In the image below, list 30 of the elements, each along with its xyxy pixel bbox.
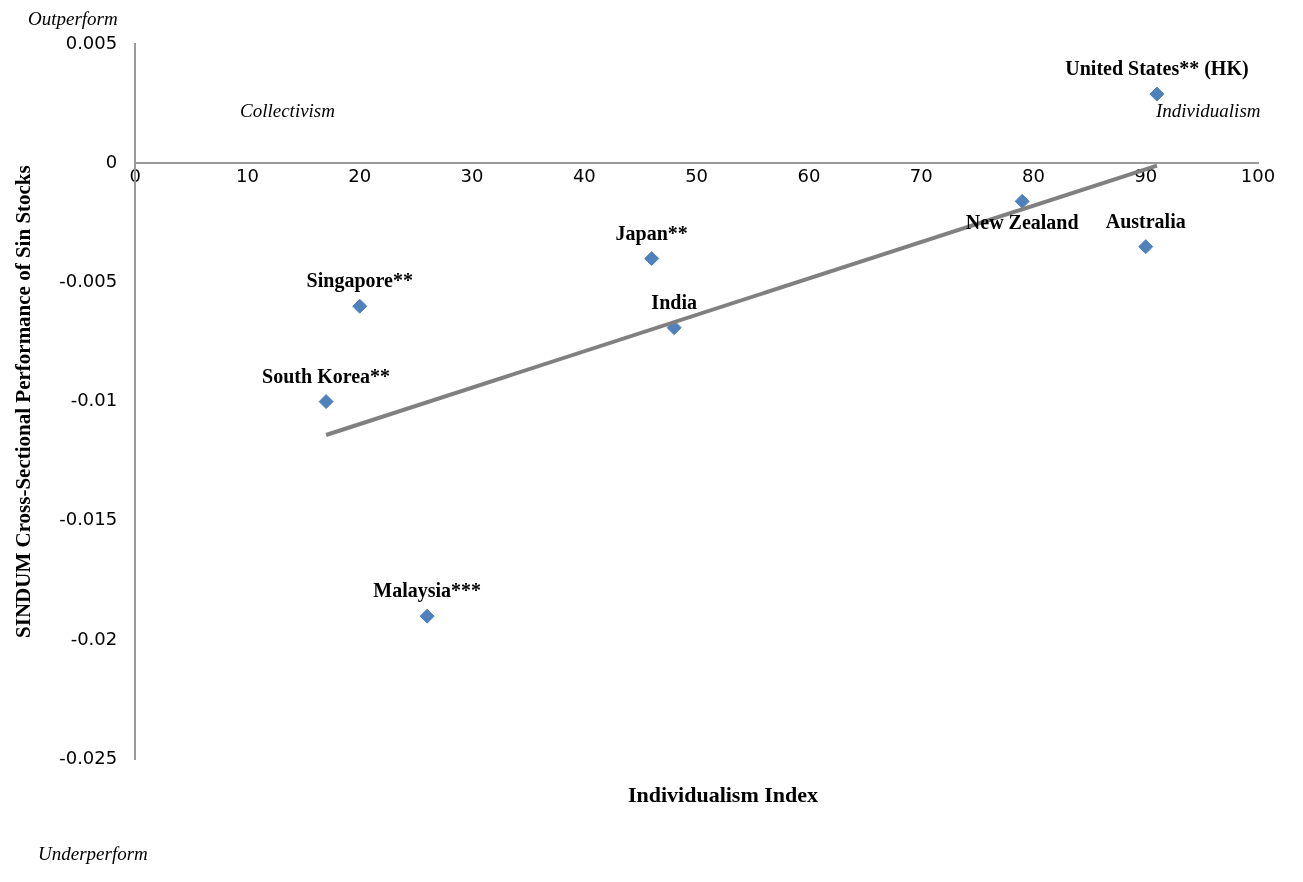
text: Outperform — [28, 8, 118, 30]
x-tick-label: 60 — [797, 164, 821, 186]
x-tick-label: 50 — [685, 164, 709, 186]
y-tick-label: -0.005 — [59, 270, 118, 292]
annotation: United States** (HK) — [1065, 57, 1249, 81]
text: Underperform — [38, 843, 148, 865]
y-tick-label: 0.005 — [65, 31, 118, 53]
annotation: Singapore** — [306, 269, 413, 293]
y-tick-label: 0 — [105, 150, 118, 172]
annotation: Australia — [1105, 209, 1186, 232]
x-tick-label: 30 — [460, 164, 484, 186]
x-tick-label: 10 — [236, 164, 259, 186]
y-tick-label: -0.01 — [70, 389, 118, 411]
x-tick-label: 40 — [572, 164, 596, 186]
annotation: Collectivism — [240, 100, 335, 122]
y-axis-title: SINDUM Cross-Sectional Performance of Sin Stocks — [11, 165, 36, 638]
x-tick-label: 20 — [348, 164, 372, 186]
annotation: Malaysia*** — [373, 579, 482, 603]
x-tick-label: 70 — [909, 164, 933, 186]
x-tick-label: 100 — [1240, 164, 1276, 186]
annotation: Japan** — [615, 221, 688, 245]
annotation: South Korea** — [262, 364, 391, 387]
x-tick-label: 80 — [1021, 164, 1045, 186]
y-tick-label: -0.015 — [59, 508, 118, 530]
x-axis-title: Individualism Index — [626, 782, 820, 808]
annotation: India — [651, 290, 697, 313]
annotation: Individualism — [1156, 100, 1261, 122]
y-tick-label: -0.02 — [70, 627, 118, 649]
y-tick-label: -0.025 — [59, 746, 118, 768]
annotation: New Zealand — [965, 210, 1079, 233]
